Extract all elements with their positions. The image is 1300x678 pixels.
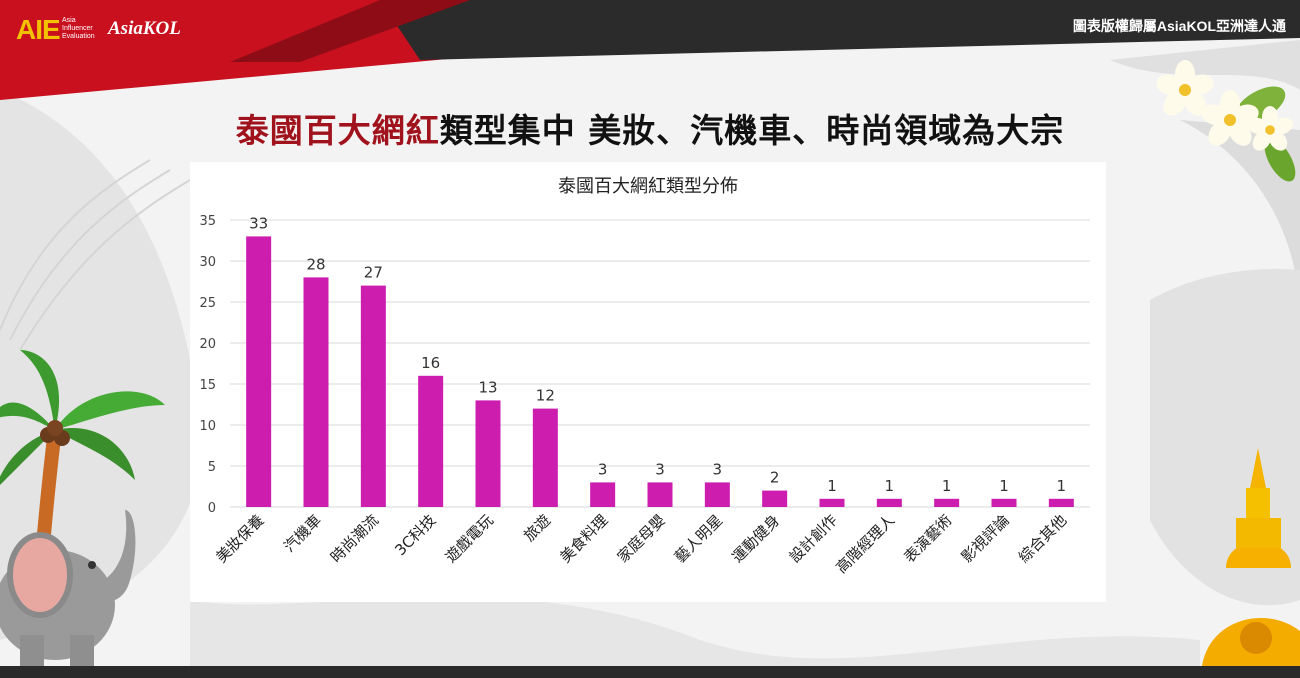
data-label: 12 (536, 387, 555, 405)
data-label: 1 (885, 477, 895, 495)
category-label: 美妝保養 (212, 511, 267, 566)
page-title-accent: 泰國百大網紅 (235, 111, 440, 150)
pagoda-icon (1201, 448, 1300, 678)
data-label: 3 (655, 460, 665, 478)
category-label: 家庭母嬰 (614, 511, 669, 566)
data-label: 3 (598, 460, 608, 478)
data-label: 3 (713, 460, 723, 478)
brand-logo-asiakol: AsiaKOL (108, 18, 181, 39)
data-label: 27 (364, 264, 383, 282)
bar (991, 498, 1017, 507)
y-tick-label: 5 (208, 460, 216, 475)
data-label: 1 (827, 477, 837, 495)
bar (819, 498, 845, 507)
bar (704, 482, 730, 507)
y-tick-label: 10 (199, 419, 216, 434)
category-label: 時尚潮流 (327, 511, 382, 566)
category-label: 運動健身 (728, 511, 783, 566)
bar (1048, 498, 1074, 507)
brand-logo-subtitle: Asia Influencer Evaluation (62, 17, 95, 40)
category-label: 旅遊 (520, 511, 554, 545)
elephant-icon (0, 510, 136, 675)
frangipani-flower-icon (1156, 60, 1296, 182)
top-banner-shape (0, 0, 1300, 100)
page-title: 泰國百大網紅類型集中 美妝、汽機車、時尚領域為大宗 (0, 104, 1300, 152)
data-label: 1 (999, 477, 1009, 495)
bottom-band (0, 666, 1300, 678)
data-label: 13 (478, 378, 497, 396)
data-label: 1 (1057, 477, 1067, 495)
y-tick-label: 30 (199, 255, 216, 270)
chart-panel: 0 5 10 15 20 25 30 35 33 美妝保養 28 汽機車 27 時尚潮流 16 3C科技 13 遊… (190, 162, 1106, 602)
category-label: 美食料理 (556, 511, 611, 566)
category-label: 綜合其他 (1015, 511, 1070, 566)
bar (876, 498, 902, 507)
data-label: 33 (249, 214, 268, 232)
category-label: 3C科技 (391, 511, 439, 559)
category-label: 汽機車 (280, 511, 325, 556)
bar (647, 482, 673, 507)
bar (246, 236, 272, 507)
data-label: 2 (770, 469, 780, 487)
y-tick-label: 0 (208, 501, 216, 516)
chart-title: 泰國百大網紅類型分佈 (558, 176, 738, 197)
bar (475, 400, 501, 507)
data-label: 1 (942, 477, 952, 495)
y-tick-label: 35 (199, 214, 216, 229)
bar (532, 408, 558, 507)
category-label: 設計創作 (786, 511, 841, 566)
category-label: 表演藝術 (900, 511, 955, 566)
bar (303, 277, 329, 507)
y-tick-label: 15 (199, 378, 216, 393)
top-banner: AIE Asia Influencer Evaluation AsiaKOL 圖… (0, 0, 1300, 100)
bar (418, 375, 444, 507)
copyright-notice: 圖表版權歸屬AsiaKOL亞洲達人通 (1072, 18, 1286, 34)
y-tick-label: 20 (199, 337, 216, 352)
bar (590, 482, 616, 507)
category-label: 遊戲電玩 (442, 511, 497, 566)
category-label: 藝人明星 (671, 511, 726, 566)
bar (934, 498, 960, 507)
data-label: 16 (421, 354, 440, 372)
category-label: 高階經理人 (832, 511, 898, 577)
page-title-rest: 類型集中 美妝、汽機車、時尚領域為大宗 (439, 111, 1065, 150)
y-tick-label: 25 (199, 296, 216, 311)
brand-logo-aie: AIE (16, 14, 61, 45)
bar (360, 285, 386, 507)
data-label: 28 (306, 255, 325, 273)
category-label: 影視評論 (958, 511, 1013, 566)
bar (762, 490, 788, 507)
